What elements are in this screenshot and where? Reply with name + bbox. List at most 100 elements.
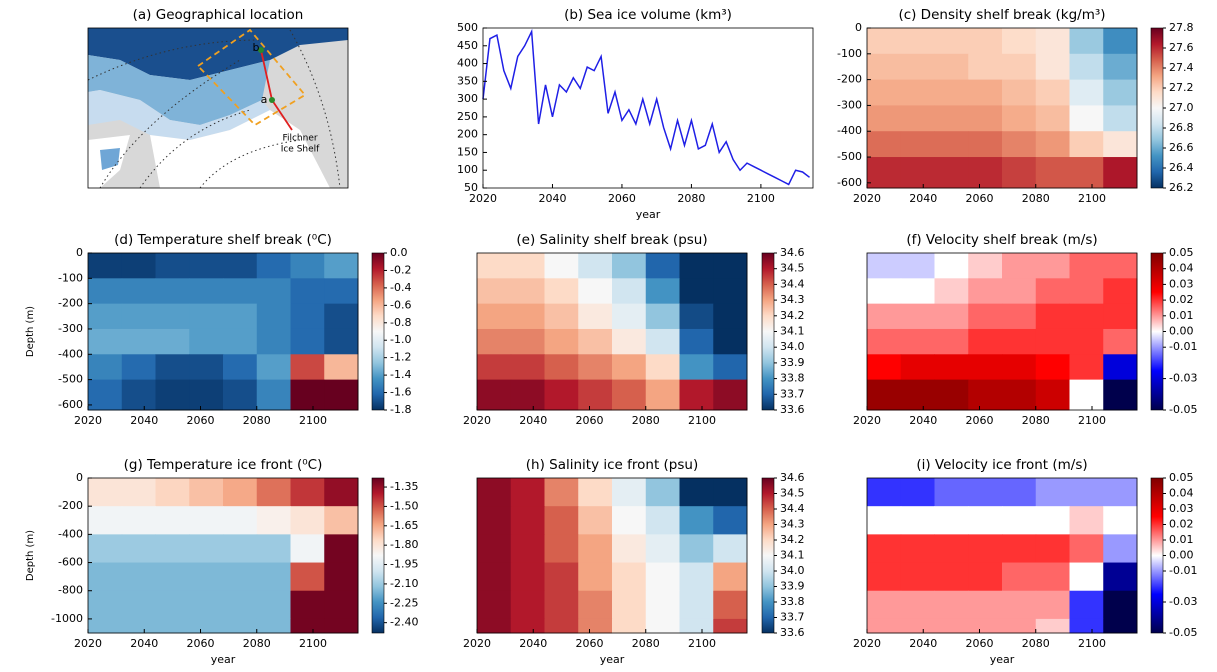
x-tick-label: 2020: [853, 414, 881, 427]
heatmap-cell: [900, 354, 935, 381]
heatmap-cell: [477, 354, 512, 381]
colorbar: [371, 477, 385, 634]
heatmap-cell: [612, 562, 647, 592]
plot-area: [88, 478, 359, 634]
heatmap-cell: [1002, 562, 1037, 592]
heatmap-cell: [968, 328, 1003, 355]
heatmap-cell: [1103, 354, 1138, 381]
heatmap-cell: [155, 303, 190, 330]
heatmap-cell: [88, 303, 123, 330]
heatmap-cell: [1002, 478, 1037, 507]
heatmap-cell: [1069, 53, 1104, 81]
heatmap-cell: [324, 618, 359, 634]
x-tick-label: 2100: [688, 637, 716, 650]
colorbar-tick-label: 34.5: [780, 487, 805, 500]
heatmap-cell: [578, 506, 613, 535]
heatmap-cell: [1035, 131, 1070, 158]
heatmap-cell: [155, 478, 190, 507]
heatmap-cell: [1069, 131, 1104, 158]
heatmap-cell: [968, 157, 1003, 189]
heatmap-cell: [713, 618, 748, 634]
heatmap-cell: [510, 618, 545, 634]
colorbar-tick-label: 26.8: [1169, 121, 1194, 134]
colorbar: [1150, 477, 1164, 634]
heatmap-cell: [645, 278, 680, 305]
x-tick-label: 2080: [632, 414, 660, 427]
heatmap-cell: [544, 303, 579, 330]
heatmap-cell: [713, 278, 748, 305]
colorbar-tick-label: -1.95: [390, 558, 418, 571]
x-tick-label: 2100: [299, 414, 327, 427]
y-tick-label: -1000: [51, 612, 83, 625]
heatmap-cell: [256, 328, 291, 355]
heatmap-cell: [290, 303, 325, 330]
heatmap-cell: [645, 618, 680, 634]
heatmap-cell: [713, 590, 748, 620]
heatmap-cell: [867, 28, 902, 55]
heatmap-cell: [1002, 253, 1037, 279]
heatmap-cell: [578, 590, 613, 620]
heatmap-cell: [968, 79, 1003, 106]
heatmap-cell: [1103, 506, 1138, 535]
heatmap-cell: [324, 328, 359, 355]
heatmap-cell: [223, 328, 258, 355]
heatmap-cell: [934, 328, 969, 355]
heatmap-cell: [900, 534, 935, 564]
colorbar-tick-label: -1.65: [390, 519, 418, 532]
heatmap-cell: [544, 534, 579, 564]
heatmap-cell: [223, 506, 258, 535]
y-tick-label: 500: [457, 21, 478, 34]
heatmap-cell: [1103, 562, 1138, 592]
heatmap-cell: [713, 303, 748, 330]
heatmap-cell: [510, 506, 545, 535]
plot-area: [867, 253, 1138, 411]
heatmap-cell: [155, 506, 190, 535]
heatmap-cell: [1035, 590, 1070, 620]
heatmap-cell: [713, 562, 748, 592]
colorbar-tick-label: 0.05: [1169, 471, 1194, 484]
heatmap-cell: [223, 618, 258, 634]
x-tick-label: 2020: [469, 192, 497, 205]
heatmap-cell: [900, 53, 935, 81]
heatmap-cell: [290, 534, 325, 564]
colorbar-tick-label: 27.4: [1169, 61, 1194, 74]
heatmap-cell: [645, 379, 680, 411]
colorbar-tick-label: 34.5: [780, 262, 805, 275]
x-axis-label: year: [211, 653, 236, 666]
heatmap-cell: [713, 328, 748, 355]
colorbar-tick-label: -0.05: [1169, 626, 1197, 639]
heatmap-cell: [713, 354, 748, 381]
heatmap-cell: [1069, 379, 1104, 411]
colorbar-tick-label: 27.2: [1169, 81, 1194, 94]
heatmap-cell: [578, 253, 613, 279]
colorbar-tick-label: -0.05: [1169, 403, 1197, 416]
heatmap-cell: [578, 303, 613, 330]
heatmap-cell: [968, 28, 1003, 55]
colorbar-tick-label: 34.3: [780, 518, 805, 531]
heatmap-cell: [256, 354, 291, 381]
heatmap-cell: [223, 379, 258, 411]
heatmap-cell: [1002, 506, 1037, 535]
heatmap-cell: [477, 478, 512, 507]
heatmap-cell: [189, 354, 224, 381]
colorbar: [1150, 27, 1164, 189]
heatmap-cell: [544, 478, 579, 507]
y-tick-label: 350: [457, 74, 478, 87]
heatmap-cell: [900, 478, 935, 507]
heatmap-cell: [1035, 534, 1070, 564]
heatmap-cell: [713, 506, 748, 535]
heatmap-cell: [324, 478, 359, 507]
heatmap-cell: [477, 379, 512, 411]
heatmap-cell: [1002, 28, 1037, 55]
heatmap-cell: [612, 478, 647, 507]
heatmap-cell: [578, 618, 613, 634]
heatmap-cell: [968, 131, 1003, 158]
heatmap-cell: [121, 303, 156, 330]
heatmap-cell: [900, 131, 935, 158]
x-tick-label: 2040: [909, 192, 937, 205]
colorbar-tick-label: 34.4: [780, 277, 805, 290]
axes-frame: [866, 252, 1138, 411]
x-tick-label: 2100: [1078, 414, 1106, 427]
heatmap-cell: [121, 562, 156, 592]
heatmap-cell: [934, 28, 969, 55]
